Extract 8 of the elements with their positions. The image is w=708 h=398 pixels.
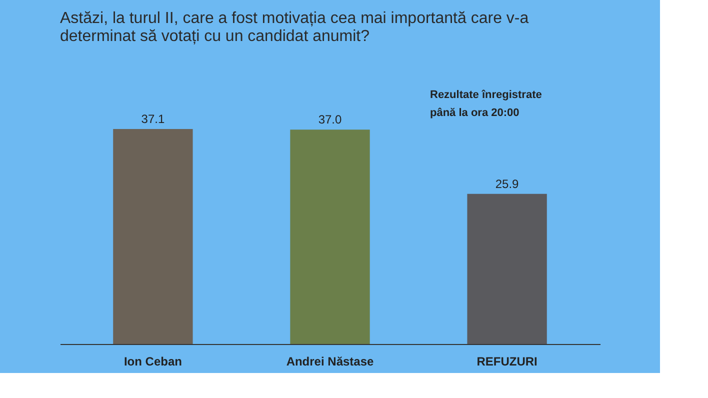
data-label: 37.0 <box>318 112 342 127</box>
data-label: 37.1 <box>141 112 165 126</box>
text: Rezultate înregistrate până la ora 20:00 <box>430 89 542 119</box>
x-tick-label: REFUZURI <box>476 354 538 368</box>
x-tick-label: Ion Ceban <box>124 354 182 368</box>
chart-title: Astăzi, la turul II, care a fost motivația cea mai importantă care v-a determinat să votați cu un candidat anumit? <box>60 10 529 45</box>
x-tick-label: Andrei Năstase <box>286 354 374 368</box>
data-label: 25.9 <box>495 176 520 191</box>
